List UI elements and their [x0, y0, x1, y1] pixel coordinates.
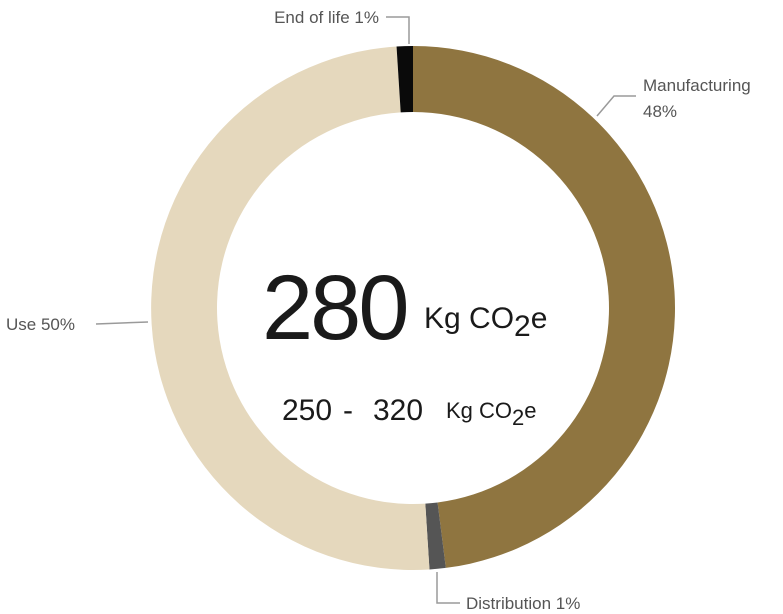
slice-use: [151, 46, 430, 570]
range-unit-subscript: 2: [512, 405, 524, 430]
center-total-value: 280: [262, 257, 407, 359]
range-high-value: 320: [373, 394, 423, 427]
manufacturing-label: Manufacturing: [643, 76, 751, 95]
end-of-life-label: End of life 1%: [274, 8, 379, 27]
distribution-leader: [436, 572, 460, 604]
manufacturing-leader: [596, 95, 636, 117]
range-separator: -: [343, 394, 353, 427]
use-label: Use 50%: [6, 315, 75, 334]
distribution-label: Distribution 1%: [466, 594, 580, 613]
slice-end-of-life: [396, 46, 413, 113]
range-unit-suffix: e: [524, 398, 536, 423]
use-leader: [95, 321, 149, 325]
center-unit-suffix: e: [531, 302, 548, 335]
manufacturing-percent-label: 48%: [643, 102, 677, 121]
slice-distribution: [425, 502, 446, 570]
end-of-life-leader: [386, 16, 410, 44]
donut-slices: [151, 46, 676, 570]
range-low-value: 250: [282, 394, 332, 427]
center-unit-prefix: Kg CO: [424, 302, 514, 335]
center-unit-subscript: 2: [514, 310, 531, 343]
slice-manufacturing: [413, 46, 676, 568]
range-unit: Kg CO2e: [446, 398, 537, 430]
center-total-unit: Kg CO2e: [424, 302, 547, 343]
range-unit-prefix: Kg CO: [446, 398, 512, 423]
